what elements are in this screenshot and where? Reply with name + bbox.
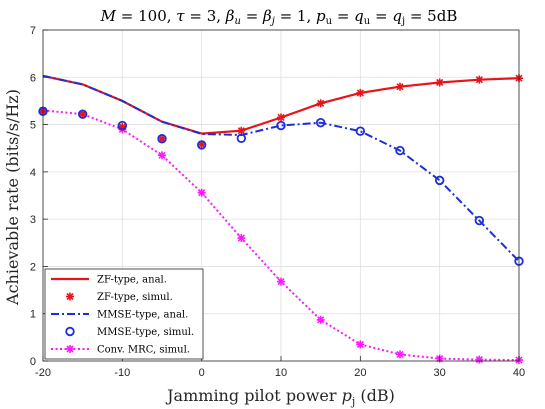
series-layer — [38, 74, 524, 365]
data-point — [474, 215, 485, 226]
data-point — [117, 120, 128, 131]
data-point — [197, 188, 206, 197]
data-point — [396, 82, 404, 91]
y-tick-label: 5 — [30, 120, 36, 132]
x-tick-label: 30 — [434, 367, 446, 379]
legend-label: MMSE-type, anal. — [97, 310, 188, 321]
y-tick-label: 3 — [30, 214, 36, 226]
y-axis-title: Achievable rate (bits/s/Hz) — [3, 89, 22, 306]
y-tick-label: 6 — [30, 72, 36, 84]
legend-label: MMSE-type, simul. — [97, 327, 194, 338]
data-point — [435, 78, 444, 87]
data-point — [355, 126, 366, 136]
y-tick-label: 2 — [30, 261, 36, 273]
legend: ZF-type, anal. ZF-type, simul. MMSE-type, … — [44, 268, 204, 360]
legend-entry: Conv. MRC, simul. — [51, 345, 190, 356]
legend-entry: ZF-type, simul. — [66, 292, 173, 303]
data-point — [237, 126, 246, 135]
legend-entry: MMSE-type, simul. — [65, 326, 194, 338]
data-point — [434, 175, 445, 186]
legend-marker — [65, 326, 75, 337]
data-point — [316, 315, 325, 324]
data-point — [396, 350, 404, 359]
series-2 — [42, 74, 520, 262]
y-tick-label: 0 — [30, 356, 36, 368]
data-point — [356, 88, 365, 97]
data-point — [475, 75, 484, 84]
legend-label: ZF-type, simul. — [97, 292, 173, 303]
data-point — [158, 134, 166, 143]
data-point — [277, 113, 285, 122]
data-point — [356, 340, 365, 349]
series-line — [42, 74, 520, 262]
data-point — [277, 277, 285, 286]
legend-marker — [66, 292, 74, 301]
data-point — [315, 117, 326, 128]
x-tick-label: 20 — [354, 367, 366, 379]
legend-entry: MMSE-type, anal. — [51, 310, 188, 321]
data-point — [395, 145, 405, 156]
chart-title: M = 100, τ = 3, βu = βj = 1, pu = qu = q… — [100, 7, 458, 27]
data-point — [157, 134, 167, 144]
axis-ticks: -20 -10 0 10 20 30 40 0 1 2 3 4 5 6 7 — [30, 25, 525, 379]
x-axis-title: Jamming pilot power pj (dB) — [165, 386, 395, 408]
legend-label: Conv. MRC, simul. — [97, 345, 190, 356]
legend-marker — [66, 345, 74, 353]
legend-entry: ZF-type, anal. — [51, 275, 167, 286]
data-point — [276, 120, 286, 131]
y-tick-label: 7 — [30, 25, 36, 37]
data-point — [475, 355, 484, 364]
data-point — [77, 109, 88, 119]
legend-label: ZF-type, anal. — [97, 275, 167, 286]
data-point — [237, 234, 246, 243]
x-tick-label: 10 — [275, 367, 287, 379]
y-tick-label: 4 — [30, 167, 36, 179]
data-point — [78, 110, 87, 119]
data-point — [236, 133, 247, 143]
data-point — [316, 99, 325, 108]
x-tick-label: -20 — [35, 367, 51, 379]
x-tick-label: 0 — [199, 367, 205, 379]
x-tick-label: -10 — [114, 367, 130, 379]
x-tick-label: 40 — [513, 367, 525, 379]
data-point — [158, 151, 166, 160]
y-tick-label: 1 — [30, 309, 36, 321]
data-point — [196, 140, 207, 150]
